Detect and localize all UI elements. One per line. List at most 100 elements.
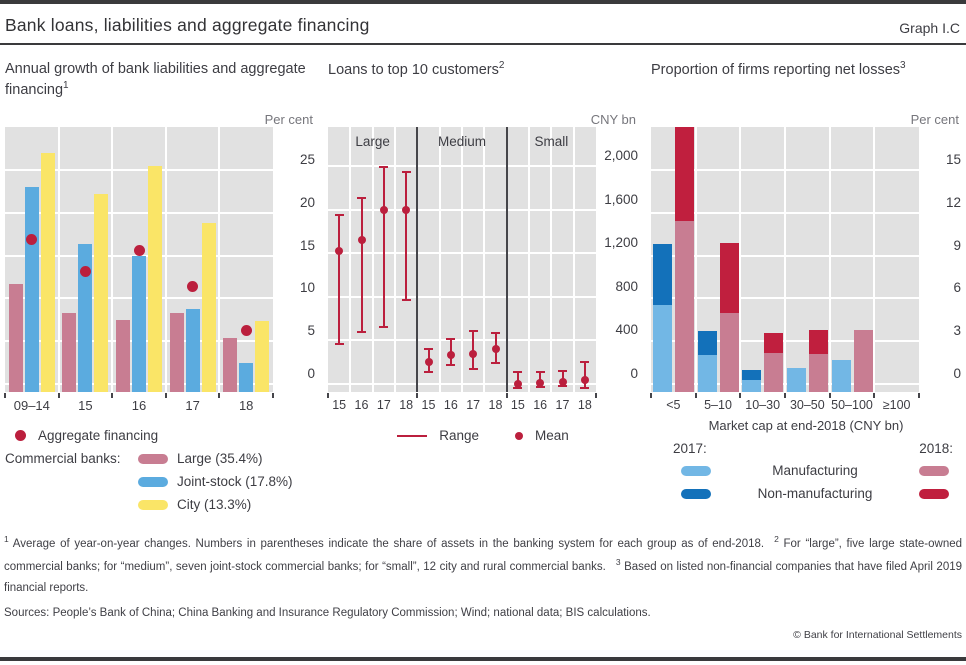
range-cap-bottom [424, 371, 433, 374]
bar-city-17 [201, 222, 216, 392]
y-tick-label: 400 [615, 322, 638, 338]
mean-dot-medium-18 [491, 345, 500, 354]
legend-label-2018: 2018: [919, 441, 953, 456]
legend-year-row: 2017: 2018: [651, 438, 961, 459]
y-tick-label: 6 [953, 280, 961, 296]
x-tick-label: <5 [666, 398, 681, 412]
range-cap-bottom [379, 326, 389, 329]
x-axis-tick [218, 393, 221, 398]
range-cap-bottom [468, 367, 478, 370]
x-tick-label: 16 [443, 398, 458, 412]
range-mean-plot: Large Medium Small [328, 127, 596, 392]
bar-large-15 [62, 312, 77, 392]
grid-line-vertical [57, 127, 60, 392]
panel-left-title: Annual growth of bank liabilities and ag… [5, 59, 315, 103]
bar-city-15 [94, 193, 109, 392]
grid-line-vertical [873, 127, 876, 392]
panel-middle-legend: Range Mean [328, 428, 638, 443]
x-tick-label: 15 [78, 398, 93, 413]
grid-line-vertical [164, 127, 167, 392]
bar-2017-manufacturing-2 [742, 379, 762, 392]
grid-line-vertical [371, 127, 374, 392]
graph-label: Graph I.C [899, 20, 960, 36]
bar-joint-stock-16 [132, 255, 146, 392]
page-title: Bank loans, liabilities and aggregate fi… [5, 15, 370, 35]
range-line-small-18 [583, 362, 586, 389]
grid-line-vertical [111, 127, 114, 392]
legend-item-aggregate-financing: Aggregate financing [5, 424, 315, 447]
grid-line-vertical [438, 127, 441, 392]
legend-item-manufacturing: Manufacturing [651, 459, 961, 482]
legend-label-large: Large (35.4%) [177, 451, 263, 466]
x-axis-tick [694, 393, 697, 398]
x-tick-label: ≥100 [882, 398, 911, 412]
legend-label-2017: 2017: [673, 441, 707, 456]
bar-large-17 [169, 312, 184, 392]
range-cap-bottom [446, 364, 456, 367]
copyright-line: © Bank for International Settlements [793, 629, 962, 642]
manufacturing-2018-swatch-icon [919, 465, 949, 476]
mean-dot-small-15 [513, 380, 522, 388]
x-tick-label: 18 [577, 398, 592, 412]
grid-line-vertical [694, 127, 697, 392]
bar-joint-stock-09–14 [24, 186, 39, 392]
range-cap-top [535, 371, 545, 374]
y-tick-label: 12 [945, 194, 961, 210]
x-axis-tick [595, 393, 597, 398]
grid-line-vertical [349, 127, 352, 392]
aggregate-financing-dot-17 [187, 280, 199, 292]
x-tick-label: 09–14 [13, 398, 50, 413]
range-cap-bottom [513, 387, 523, 390]
y-tick-label: 1,200 [604, 235, 638, 251]
grid-line-vertical [784, 127, 786, 392]
group-label-large: Large [355, 134, 390, 149]
panel-right-title-footnote-ref: 3 [900, 60, 906, 71]
y-tick-label: 5 [307, 323, 315, 339]
panel-right-unit-label: Per cent [910, 112, 959, 127]
mean-dot-small-18 [580, 375, 589, 384]
panel-middle-title-footnote-ref: 2 [498, 60, 505, 71]
footnote-2-text: For “large”, five large state-owned comm… [4, 537, 963, 573]
footnote-1-text: Average of year-on-year changes. Numbers… [12, 537, 765, 550]
x-axis-tick [873, 393, 876, 398]
legend-label-joint-stock: Joint-stock (17.8%) [177, 474, 293, 489]
x-axis-tick [4, 393, 6, 398]
legend-intro-commercial-banks: Commercial banks: [5, 451, 121, 466]
footnote-3-text: Based on listed non-financial companies … [4, 560, 963, 594]
panel-middle-unit-label: CNY bn [590, 112, 636, 127]
footnote-1-marker: 1 [4, 534, 9, 544]
bar-2018-non-manufacturing-3 [808, 329, 828, 354]
range-cap-top [424, 348, 433, 351]
range-cap-top [468, 329, 478, 332]
mean-dot-medium-16 [446, 350, 455, 359]
grid-line-vertical [739, 127, 742, 392]
panel-middle-x-axis: 15 16 17 18 15 16 17 18 15 16 17 18 [327, 392, 638, 414]
x-axis-tick [784, 393, 786, 398]
range-cap-top [558, 369, 567, 372]
group-label-medium: Medium [437, 134, 486, 149]
mean-dot-large-16 [357, 236, 366, 245]
panel-bank-liabilities-growth: Annual growth of bank liabilities and ag… [4, 59, 315, 516]
y-tick-label: 9 [953, 237, 961, 253]
y-tick-label: 15 [945, 151, 961, 167]
bar-2017-manufacturing-3 [786, 368, 806, 392]
bar-2017-manufacturing-1 [697, 355, 717, 392]
legend-label-aggregate-financing: Aggregate financing [38, 428, 159, 443]
grid-line-vertical [550, 127, 553, 392]
x-tick-label: 16 [131, 398, 147, 413]
bar-large-16 [116, 319, 130, 392]
footnotes: 1 Average of year-on-year changes. Numbe… [4, 532, 962, 598]
x-tick-label: 50–100 [831, 398, 873, 412]
mean-dot-small-17 [558, 378, 567, 387]
grid-line-vertical [394, 127, 396, 392]
legend-label-non-manufacturing: Non-manufacturing [757, 486, 873, 501]
bar-2017-non-manufacturing-2 [742, 369, 762, 380]
bar-2018-manufacturing-1 [719, 312, 739, 392]
bar-2017-manufacturing-4 [831, 359, 851, 392]
x-tick-label: 17 [376, 398, 391, 412]
bar-2017-manufacturing-0 [652, 305, 672, 392]
range-cap-top [379, 166, 389, 169]
grid-line-vertical [828, 127, 831, 392]
bar-2018-manufacturing-2 [764, 352, 784, 392]
header-rule [0, 43, 966, 45]
